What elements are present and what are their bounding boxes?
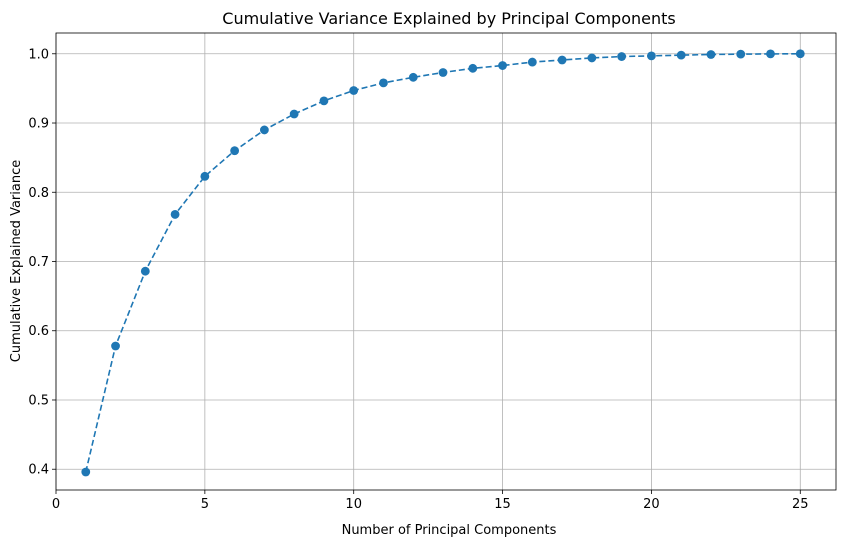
series <box>81 49 805 477</box>
series-line <box>84 52 801 473</box>
data-point <box>379 78 388 88</box>
data-point <box>289 109 299 119</box>
data-point <box>766 49 775 59</box>
x-tick-label: 5 <box>201 497 209 512</box>
y-tick-label: 0.8 <box>28 186 49 201</box>
data-point <box>170 210 180 219</box>
data-point <box>200 171 210 181</box>
x-tick-label: 0 <box>52 497 60 512</box>
y-axis-label: Cumulative Explained Variance <box>9 160 24 362</box>
x-axis-label: Number of Principal Components <box>342 523 557 538</box>
data-point <box>140 266 150 276</box>
y-tick-label: 0.9 <box>28 117 49 132</box>
data-point <box>319 96 329 106</box>
data-point <box>676 50 686 60</box>
data-point <box>111 341 120 351</box>
y-tick-label: 0.5 <box>28 393 49 408</box>
grid <box>55 33 836 490</box>
data-point <box>81 467 91 477</box>
data-point <box>557 55 567 65</box>
data-point <box>498 61 507 70</box>
x-tick-label: 15 <box>494 497 511 512</box>
data-point <box>468 63 478 73</box>
y-tick-label: 1.0 <box>28 47 49 62</box>
y-axis: 0.4 0.5 0.6 0.7 0.8 0.9 1.0 <box>28 47 56 478</box>
x-tick-label: 10 <box>345 497 362 512</box>
y-tick-label: 0.4 <box>28 463 49 478</box>
data-point <box>438 68 448 77</box>
data-point <box>587 53 597 63</box>
data-point <box>349 86 359 95</box>
data-point <box>736 49 746 59</box>
data-point <box>408 72 418 82</box>
y-tick-label: 0.6 <box>28 324 49 339</box>
x-axis: 0 5 10 15 20 25 <box>52 490 809 512</box>
x-tick-label: 25 <box>792 497 809 512</box>
data-point <box>706 50 716 59</box>
x-tick-label: 20 <box>643 497 660 512</box>
chart-title: Cumulative Variance Explained by Princip… <box>222 9 675 28</box>
data-point <box>795 49 805 59</box>
data-point <box>259 125 269 135</box>
data-point <box>230 146 240 156</box>
y-tick-label: 0.7 <box>28 255 49 270</box>
data-point <box>527 57 537 67</box>
data-point <box>647 51 656 61</box>
data-point <box>617 52 627 61</box>
